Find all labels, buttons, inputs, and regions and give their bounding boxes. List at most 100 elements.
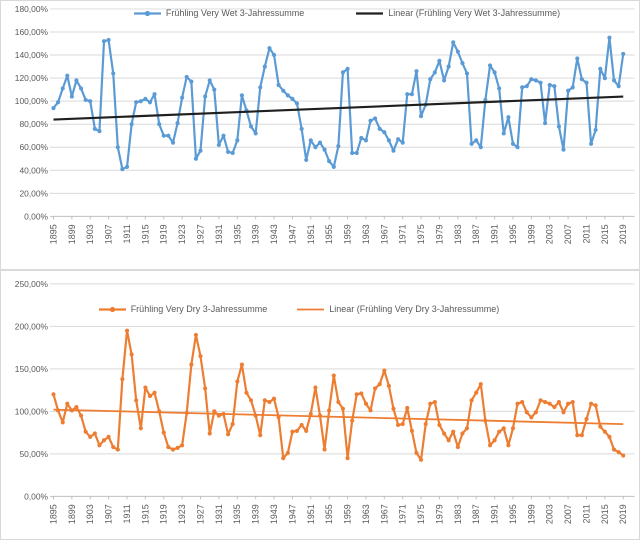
data-point-marker: [561, 410, 566, 415]
y-tick-label: 80,00%: [19, 119, 48, 129]
data-point-marker: [400, 421, 405, 427]
data-point-marker: [101, 39, 107, 44]
data-point-marker: [285, 450, 290, 456]
very-wet-series-legend-item[interactable]: Frühling Very Wet 3-Jahressumme: [133, 8, 304, 18]
data-point-marker: [543, 121, 548, 126]
data-point-marker: [198, 354, 203, 359]
very-dry-chart[interactable]: 0,00% 50,00% 100,00% 150,00% 200,00% 250,00% 1…: [0, 270, 640, 540]
data-point-marker: [501, 131, 506, 136]
x-tick-label: 1995: [508, 504, 518, 524]
x-tick-label: 1939: [251, 504, 261, 524]
data-point-marker: [533, 78, 538, 83]
data-point-marker: [345, 456, 350, 461]
data-point-marker: [322, 447, 327, 452]
data-point-marker: [336, 144, 341, 149]
x-tick-label: 1963: [361, 224, 371, 244]
data-point-marker: [138, 426, 143, 431]
y-tick-label: 180,00%: [15, 4, 49, 14]
data-point-marker: [65, 401, 70, 406]
data-point-marker: [189, 79, 194, 84]
data-point-marker: [515, 145, 520, 150]
data-point-marker: [529, 415, 534, 420]
data-point-marker: [487, 443, 493, 448]
data-point-marker: [520, 399, 525, 405]
data-point-marker: [593, 127, 598, 133]
data-point-marker: [124, 328, 130, 333]
x-tick-label: 1967: [379, 504, 389, 524]
x-tick-label: 1999: [526, 224, 536, 244]
data-point-marker: [474, 138, 479, 143]
data-point-marker: [60, 420, 65, 425]
data-series-markers: [51, 328, 626, 462]
x-tick-label: 1947: [287, 504, 297, 524]
data-point-marker: [124, 164, 130, 169]
x-tick-label: 1991: [490, 504, 500, 524]
data-point-marker: [294, 101, 300, 106]
data-point-marker: [212, 87, 217, 92]
data-point-marker: [262, 64, 267, 69]
data-point-marker: [129, 122, 134, 127]
data-point-marker: [152, 390, 157, 395]
data-point-marker: [157, 122, 162, 127]
x-tick-label: 1947: [287, 224, 297, 244]
data-point-marker: [101, 438, 107, 443]
data-point-marker: [556, 399, 562, 405]
data-point-marker: [451, 429, 456, 434]
data-point-marker: [588, 401, 594, 406]
very-wet-series-swatch-icon: [133, 10, 161, 16]
x-tick-label: 2019: [618, 504, 628, 524]
data-point-marker: [354, 392, 359, 397]
data-point-marker: [120, 377, 125, 382]
data-point-marker: [313, 145, 318, 150]
data-point-marker: [235, 138, 240, 143]
data-point-marker: [115, 145, 120, 150]
data-point-marker: [510, 426, 516, 431]
data-point-marker: [487, 63, 493, 68]
data-point-marker: [373, 116, 378, 121]
data-point-marker: [97, 129, 102, 134]
data-point-marker: [308, 411, 313, 417]
x-tick-label: 1899: [67, 504, 77, 524]
data-point-marker: [570, 399, 575, 405]
data-point-marker: [115, 447, 120, 452]
data-series-line: [52, 329, 625, 461]
data-point-marker: [602, 76, 607, 81]
data-point-marker: [474, 390, 479, 395]
x-tick-label: 2011: [581, 504, 591, 523]
data-point-marker: [281, 456, 286, 461]
very-wet-chart[interactable]: 0,00% 20,00% 40,00% 60,00% 80,00% 100,00% 120,…: [0, 0, 640, 270]
data-point-marker: [441, 431, 447, 436]
very-wet-trend-legend-item[interactable]: Linear (Frühling Very Wet 3-Jahressumme): [356, 8, 560, 18]
data-point-marker: [598, 66, 603, 71]
data-point-marker: [78, 86, 84, 91]
data-point-marker: [446, 438, 451, 443]
data-point-marker: [88, 434, 93, 439]
data-point-marker: [506, 443, 511, 448]
very-dry-series-swatch-icon: [98, 306, 126, 312]
x-tick-label: 1919: [159, 504, 169, 524]
y-tick-label: 60,00%: [19, 142, 48, 152]
data-point-marker: [547, 82, 552, 88]
data-point-marker: [460, 431, 465, 436]
x-tick-label: 2015: [600, 504, 610, 524]
very-wet-legend: Frühling Very Wet 3-Jahressumme Linear (…: [27, 8, 640, 18]
data-point-marker: [418, 114, 424, 119]
very-dry-trend-legend-item[interactable]: Linear (Frühling Very Dry 3-Jahressumme): [297, 304, 499, 314]
data-point-marker: [299, 422, 304, 428]
data-point-marker: [203, 94, 208, 99]
data-point-marker: [92, 431, 97, 436]
data-point-marker: [180, 443, 185, 448]
data-point-marker: [134, 100, 139, 105]
data-point-marker: [331, 164, 336, 169]
x-tick-label: 1983: [453, 504, 463, 524]
y-tick-label: 120,00%: [15, 73, 49, 83]
data-series-line: [52, 36, 625, 171]
data-point-marker: [428, 77, 433, 82]
x-tick-label: 2007: [563, 504, 573, 524]
data-point-marker: [262, 398, 267, 403]
x-tick-label: 1931: [214, 504, 224, 524]
very-wet-trend-swatch-icon: [356, 11, 384, 15]
data-point-marker: [455, 445, 460, 450]
x-tick-label: 1943: [269, 224, 279, 244]
very-dry-series-legend-item[interactable]: Frühling Very Dry 3-Jahressumme: [98, 304, 267, 314]
